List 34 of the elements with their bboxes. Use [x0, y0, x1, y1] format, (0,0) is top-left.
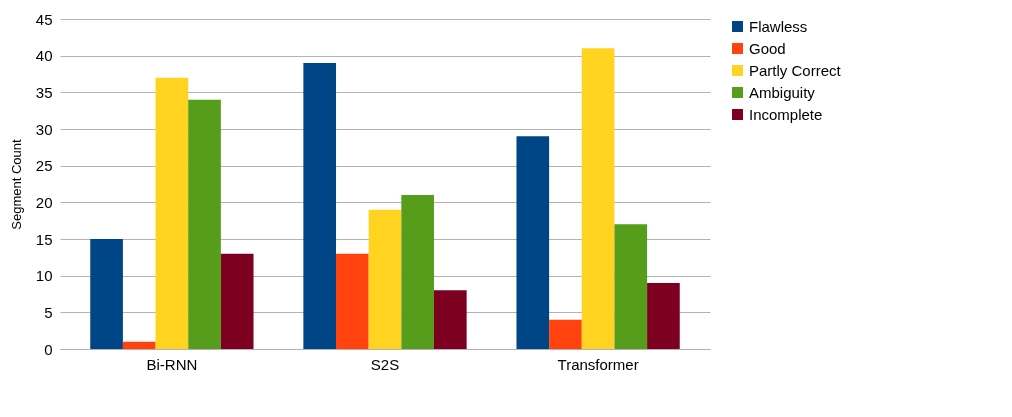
- y-tick-label: 15: [35, 230, 53, 248]
- legend-label: Flawless: [749, 17, 808, 35]
- y-tick-label: 5: [44, 303, 53, 321]
- y-tick-label: 35: [35, 83, 53, 101]
- legend-label: Ambiguity: [749, 83, 816, 101]
- bar: [433, 290, 467, 349]
- bar: [188, 99, 221, 349]
- legend-label: Incomplete: [749, 105, 823, 123]
- bar: [581, 48, 615, 349]
- bar: [647, 283, 680, 349]
- x-tick-label: Bi-RNN: [146, 355, 198, 373]
- y-tick-label: 10: [35, 267, 53, 285]
- bar: [303, 63, 337, 349]
- bar: [614, 224, 648, 349]
- bar: [122, 341, 156, 349]
- x-tick-label: S2S: [370, 355, 400, 373]
- y-axis-title: Segment Count: [8, 138, 24, 230]
- bar: [549, 319, 582, 349]
- legend-label: Good: [749, 39, 786, 57]
- bar: [401, 195, 434, 349]
- bar: [368, 209, 402, 349]
- y-tick-label: 45: [35, 10, 53, 28]
- x-tick-label: Transformer: [557, 355, 639, 373]
- bar: [90, 239, 123, 349]
- bar: [220, 253, 254, 349]
- y-tick-label: 40: [35, 47, 53, 65]
- bar: [336, 253, 369, 349]
- y-tick-label: 25: [35, 157, 53, 175]
- y-tick-label: 20: [35, 193, 53, 211]
- bar: [155, 77, 189, 349]
- y-tick-label: 0: [44, 340, 53, 358]
- y-tick-label: 30: [35, 120, 53, 138]
- bar: [516, 136, 550, 349]
- legend-label: Partly Correct: [749, 61, 842, 79]
